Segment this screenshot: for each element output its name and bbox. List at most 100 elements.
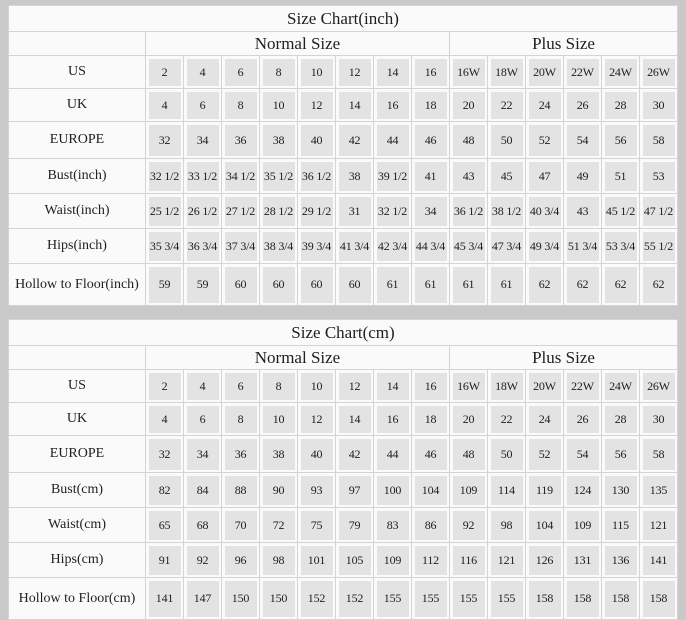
size-cell: 121: [639, 507, 678, 543]
size-cell: 70: [221, 507, 260, 543]
size-cell: 60: [221, 263, 260, 306]
size-cell: 6: [221, 369, 260, 403]
table-row: UK 4 6 8 10 12 14 16 18 20 22 24 26 28 30: [8, 402, 678, 436]
size-cell: 18: [411, 402, 450, 436]
size-cell: 40: [297, 121, 336, 159]
size-cell: 100: [373, 472, 412, 508]
size-cell: 6: [183, 88, 222, 122]
size-cell: 47 1/2: [639, 193, 678, 229]
table-row: Bust(cm) 82 84 88 90 93 97 100 104 109 114 119 124 13…: [8, 472, 678, 508]
size-cell: 47: [525, 158, 564, 194]
size-cell: 158: [601, 577, 640, 620]
size-cell: 119: [525, 472, 564, 508]
size-cell: 75: [297, 507, 336, 543]
size-cell: 38 1/2: [487, 193, 526, 229]
size-cell: 16: [411, 55, 450, 89]
size-cell: 20W: [525, 369, 564, 403]
size-cell: 22W: [563, 55, 602, 89]
size-cell: 96: [221, 542, 260, 578]
size-cell: 141: [639, 542, 678, 578]
row-label: Hollow to Floor(inch): [8, 263, 146, 306]
row-label: UK: [8, 88, 146, 122]
size-cell: 105: [335, 542, 374, 578]
size-cell: 49: [563, 158, 602, 194]
table-title: Size Chart(inch): [8, 5, 678, 32]
size-cell: 32: [145, 435, 184, 473]
size-cell: 98: [259, 542, 298, 578]
size-cell: 22: [487, 88, 526, 122]
size-cell: 39 1/2: [373, 158, 412, 194]
size-cell: 26W: [639, 369, 678, 403]
size-cell: 24W: [601, 55, 640, 89]
size-cell: 97: [335, 472, 374, 508]
size-cell: 61: [487, 263, 526, 306]
table-row: EUROPE 32 34 36 38 40 42 44 46 48 50 52 54 56 58: [8, 435, 678, 473]
size-cell: 114: [487, 472, 526, 508]
column-group-normal: Normal Size: [145, 31, 450, 56]
size-cell: 147: [183, 577, 222, 620]
size-cell: 10: [297, 55, 336, 89]
size-cell: 152: [297, 577, 336, 620]
size-cell: 12: [297, 402, 336, 436]
table-row: Bust(inch) 32 1/2 33 1/2 34 1/2 35 1/2 36 1/2…: [8, 158, 678, 194]
size-cell: 20: [449, 402, 488, 436]
size-cell: 31: [335, 193, 374, 229]
size-cell: 116: [449, 542, 488, 578]
column-group-row: Normal Size Plus Size: [8, 345, 678, 370]
row-label: US: [8, 369, 146, 403]
size-cell: 2: [145, 369, 184, 403]
size-cell: 32 1/2: [373, 193, 412, 229]
size-cell: 35 1/2: [259, 158, 298, 194]
size-cell: 34: [183, 121, 222, 159]
size-cell: 32 1/2: [145, 158, 184, 194]
size-cell: 41: [411, 158, 450, 194]
table-title-row: Size Chart(inch): [8, 5, 678, 32]
size-cell: 141: [145, 577, 184, 620]
size-cell: 112: [411, 542, 450, 578]
size-cell: 18: [411, 88, 450, 122]
size-cell: 42 3/4: [373, 228, 412, 264]
size-cell: 54: [563, 435, 602, 473]
table-row: Hollow to Floor(inch) 59 59 60 60 60 60 61 61 61 6…: [8, 263, 678, 306]
size-cell: 131: [563, 542, 602, 578]
table-row: Waist(inch) 25 1/2 26 1/2 27 1/2 28 1/2 29 1/…: [8, 193, 678, 229]
size-cell: 4: [145, 402, 184, 436]
size-cell: 10: [297, 369, 336, 403]
size-cell: 27 1/2: [221, 193, 260, 229]
size-cell: 121: [487, 542, 526, 578]
size-cell: 45: [487, 158, 526, 194]
size-cell: 155: [411, 577, 450, 620]
size-cell: 20W: [525, 55, 564, 89]
size-cell: 36: [221, 121, 260, 159]
size-cell: 24W: [601, 369, 640, 403]
column-group-normal: Normal Size: [145, 345, 450, 370]
row-label: Hips(cm): [8, 542, 146, 578]
size-cell: 44: [373, 435, 412, 473]
size-cell: 43: [449, 158, 488, 194]
size-cell: 45 1/2: [601, 193, 640, 229]
size-cell: 34: [183, 435, 222, 473]
size-cell: 62: [639, 263, 678, 306]
size-cell: 20: [449, 88, 488, 122]
size-cell: 8: [221, 88, 260, 122]
row-label: Hips(inch): [8, 228, 146, 264]
corner-cell: [8, 345, 146, 370]
size-cell: 50: [487, 435, 526, 473]
size-cell: 150: [221, 577, 260, 620]
row-label: Hollow to Floor(cm): [8, 577, 146, 620]
size-cell: 48: [449, 121, 488, 159]
size-cell: 38: [259, 121, 298, 159]
size-cell: 28: [601, 88, 640, 122]
size-cell: 51: [601, 158, 640, 194]
size-cell: 44 3/4: [411, 228, 450, 264]
size-cell: 109: [373, 542, 412, 578]
size-cell: 30: [639, 88, 678, 122]
size-cell: 84: [183, 472, 222, 508]
size-cell: 22: [487, 402, 526, 436]
size-cell: 46: [411, 435, 450, 473]
size-cell: 60: [259, 263, 298, 306]
size-cell: 26: [563, 402, 602, 436]
size-cell: 12: [335, 369, 374, 403]
size-cell: 40 3/4: [525, 193, 564, 229]
size-cell: 158: [639, 577, 678, 620]
